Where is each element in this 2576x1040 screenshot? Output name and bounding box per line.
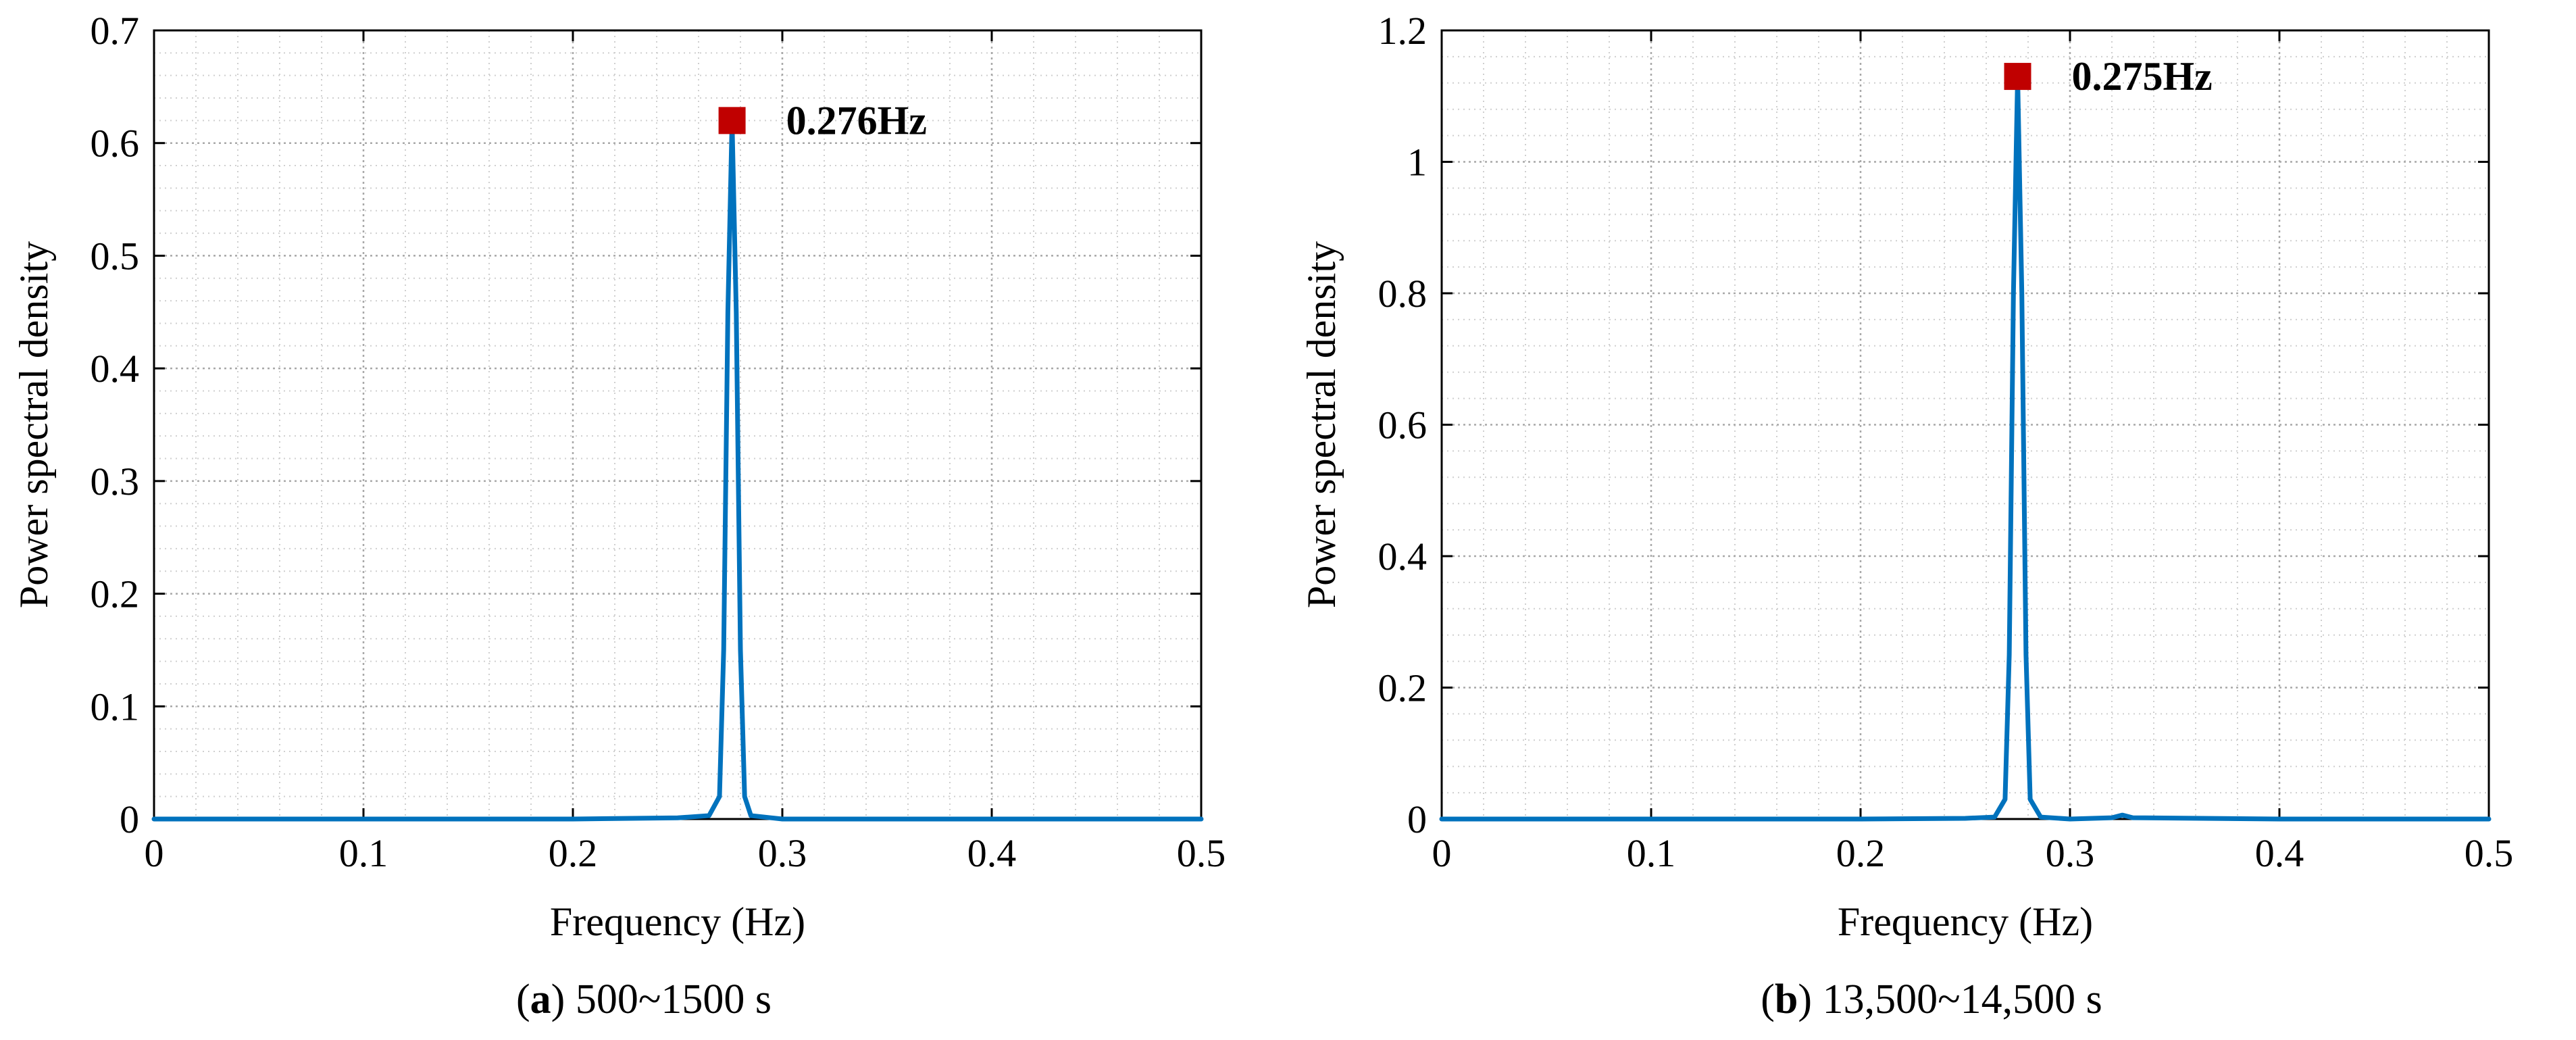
y-tick-label: 0.3 (91, 460, 140, 503)
y-tick-label: 1 (1407, 141, 1427, 184)
x-tick-label: 0 (1432, 831, 1452, 875)
x-tick-label: 0 (145, 831, 164, 875)
peak-marker (2004, 63, 2031, 91)
y-tick-label: 0.7 (91, 9, 140, 53)
caption-b: (b) 13,500~14,500 s (1761, 976, 2102, 1022)
x-tick-label: 0.3 (758, 831, 807, 875)
y-tick-label: 1.2 (1378, 9, 1428, 53)
caption-a-letter: a (530, 976, 551, 1022)
x-tick-label: 0.3 (2046, 831, 2095, 875)
peak-label: 0.275Hz (2072, 54, 2213, 99)
peak-marker (718, 107, 746, 134)
axes-box (153, 29, 1203, 820)
x-tick-label: 0.1 (339, 831, 388, 875)
x-tick-label: 0.1 (1627, 831, 1676, 875)
y-tick-label: 0.2 (1378, 666, 1428, 710)
chart-panel-b: 0 0.1 0.2 0.3 0.4 0.5 0 0.2 0.4 0.6 0.8 1 1.2 Frequen… (1288, 0, 2575, 1040)
grid-major (154, 30, 1201, 819)
caption-b-text: 13,500~14,500 s (1822, 976, 2102, 1022)
y-axis-label: Power spectral density (1299, 241, 1344, 608)
x-tick-label: 0.4 (2255, 831, 2304, 875)
y-tick-label: 0.4 (91, 347, 140, 391)
x-axis-label: Frequency (Hz) (1838, 899, 2093, 944)
x-tick-label: 0.2 (549, 831, 598, 875)
peak-label: 0.276Hz (786, 98, 927, 143)
y-tick-label: 0.1 (91, 685, 140, 728)
y-axis-label: Power spectral density (11, 241, 56, 608)
x-tick-label: 0.5 (1177, 831, 1226, 875)
y-tick-label: 0.6 (1378, 403, 1428, 447)
x-tick-label: 0.4 (967, 831, 1017, 875)
y-tick-label: 0.4 (1378, 535, 1428, 578)
caption-a: (a) 500~1500 s (516, 976, 772, 1022)
y-tick-label: 0.2 (91, 572, 140, 616)
y-tick-label: 0.5 (91, 234, 140, 278)
chart-b-svg: 0 0.1 0.2 0.3 0.4 0.5 0 0.2 0.4 0.6 0.8 1 1.2 Frequen… (1299, 9, 2514, 944)
chart-panel-a: 0 0.1 0.2 0.3 0.4 0.5 0 0.1 0.2 0.3 0.4 0.5 0.6 0.7 Fr… (11, 9, 1226, 1022)
caption-a-text: 500~1500 s (575, 976, 772, 1022)
x-axis-label: Frequency (Hz) (550, 899, 805, 944)
x-tick-label: 0.5 (2465, 831, 2514, 875)
y-tick-label: 0.6 (91, 122, 140, 166)
axis-ticks (153, 29, 1203, 820)
y-tick-label: 0 (120, 797, 139, 841)
psd-series-line (151, 118, 1204, 822)
y-tick-label: 0 (1407, 797, 1427, 841)
chart-a-svg: 0 0.1 0.2 0.3 0.4 0.5 0 0.1 0.2 0.3 0.4 0.5 0.6 0.7 Fr… (11, 9, 1226, 944)
x-tick-label: 0.2 (1836, 831, 1886, 875)
y-tick-label: 0.8 (1378, 272, 1428, 316)
caption-b-letter: b (1774, 976, 1798, 1022)
grid-minor (154, 30, 1201, 819)
psd-series-line (1439, 74, 2492, 822)
grid-major (1442, 30, 2489, 819)
